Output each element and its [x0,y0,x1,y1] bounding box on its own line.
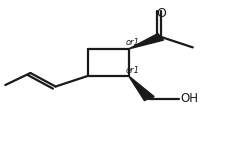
Polygon shape [128,76,153,100]
Text: or1: or1 [125,38,139,47]
Text: OH: OH [179,92,197,105]
Text: O: O [155,7,165,20]
Polygon shape [128,34,163,49]
Text: or1: or1 [125,66,139,75]
